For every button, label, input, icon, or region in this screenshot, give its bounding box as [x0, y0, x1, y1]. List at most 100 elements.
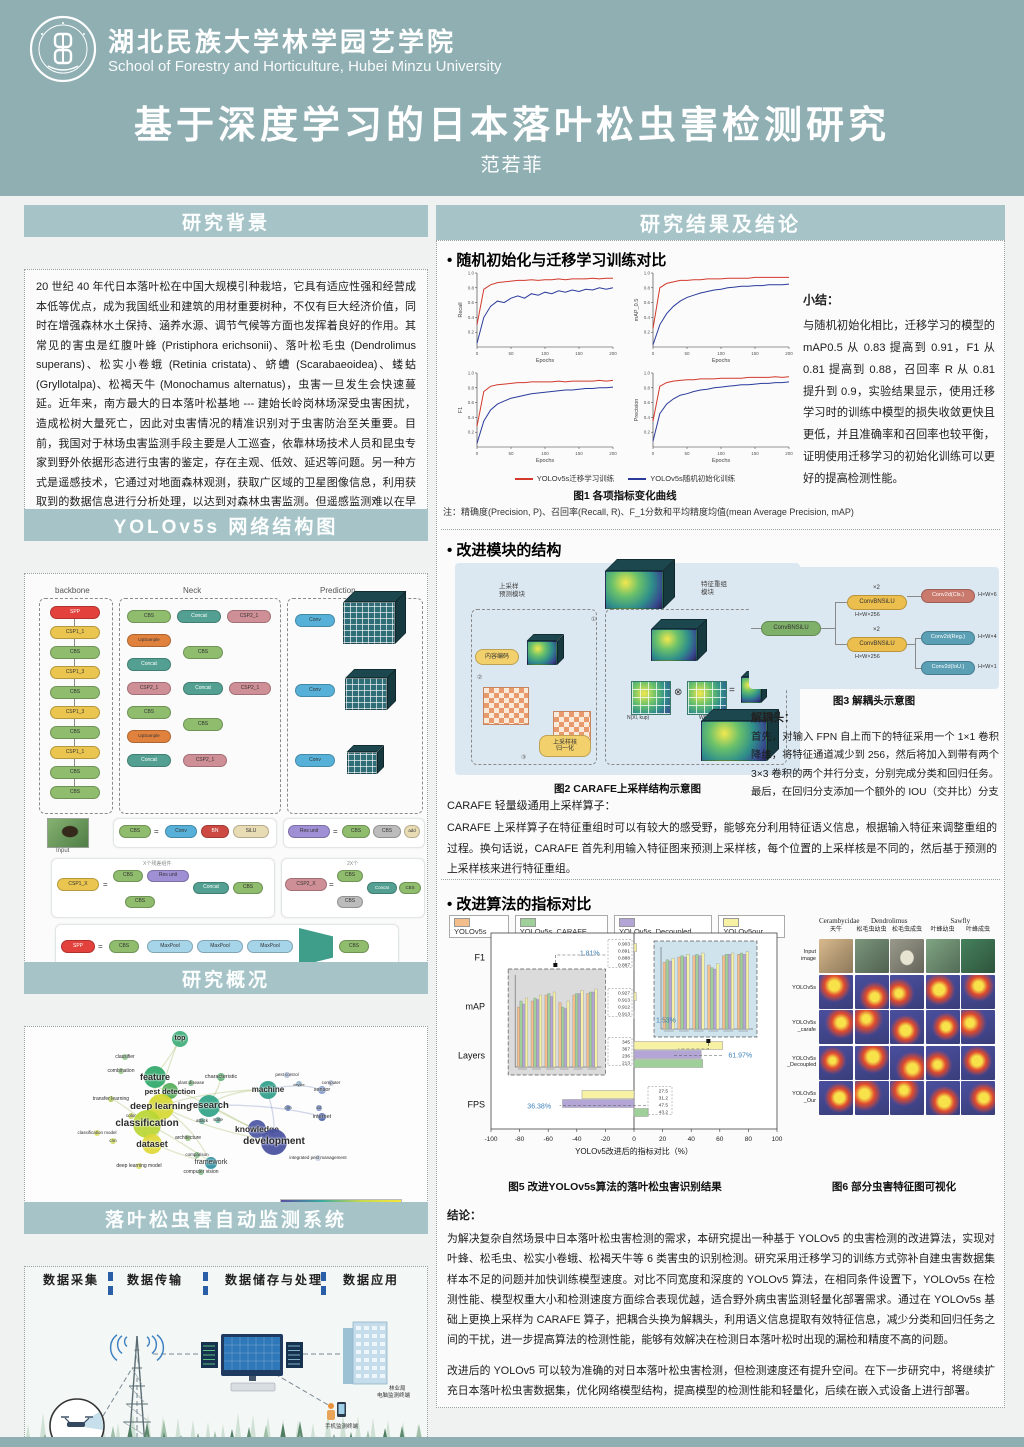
keyword-bubble — [261, 1129, 287, 1155]
keyword-bubble — [144, 1066, 166, 1088]
diagram-box: CBS — [337, 870, 363, 882]
diagram-label: ② — [477, 675, 483, 681]
diagram-box: Conv — [295, 754, 335, 767]
keyword-label: deep learning — [130, 1101, 192, 1113]
diagram-box: SPP — [50, 606, 100, 619]
diagram-box: ConvBNSiLU — [761, 621, 821, 636]
diagram-label: 2X个 — [347, 861, 359, 867]
summary-text: 与随机初始化相比，迁移学习的模型的 mAP0.5 从 0.83 提高到 0.91… — [803, 320, 995, 485]
diagram-box: CBS — [339, 940, 369, 953]
keyword-bubble — [194, 1152, 200, 1158]
svg-text:0.4: 0.4 — [468, 415, 475, 420]
svg-text:345: 345 — [622, 1040, 630, 1046]
keyword-bubble — [110, 1138, 116, 1144]
keyword-label: deep learning model — [116, 1163, 162, 1169]
fig3-panel: ConvBNSiLU ×2 ConvBNSiLU H×W×256 ×2 ConvBNSiL… — [749, 567, 999, 689]
diagram-box: CBS — [113, 870, 143, 882]
keyword-bubble — [284, 1072, 290, 1078]
fig6-cell — [961, 939, 995, 973]
fig6-group-header: Sawfly — [950, 917, 971, 925]
keyword-bubble — [142, 1134, 162, 1154]
svg-text:0: 0 — [652, 351, 655, 356]
svg-text:0.4: 0.4 — [468, 315, 475, 320]
svg-text:367: 367 — [622, 1047, 630, 1053]
svg-text:0.8: 0.8 — [644, 285, 651, 290]
conclusion-p2: 改进后的 YOLOv5 可以较为准确的对日本落叶松虫害检测，但检测速度还有提升空… — [447, 1364, 995, 1398]
svg-text:-80: -80 — [515, 1136, 525, 1143]
fig6-cell — [854, 1081, 889, 1115]
keyword-bubble — [318, 1113, 326, 1121]
diagram-label: Prediction — [320, 586, 356, 595]
tensor-cube — [651, 618, 708, 661]
svg-text:0.8: 0.8 — [468, 385, 475, 390]
decoupled-head-title: 解耦头： — [751, 712, 795, 724]
keyword-label: framework — [194, 1158, 228, 1166]
section-network-title: YOLOv5s 网络结构图 — [24, 509, 428, 541]
yolo-diagram-canvas: backbone Neck Prediction SPP CSP1_1 CBS CSP1_3… — [25, 578, 427, 986]
keyword-bubble — [198, 1169, 204, 1175]
diagram-label: = — [103, 880, 108, 889]
keyword-label: dataset — [136, 1138, 168, 1149]
fig6-cell — [925, 1081, 960, 1115]
feature-grid — [687, 681, 727, 715]
diagram-box: Concat — [193, 882, 229, 894]
keyword-label: development — [243, 1136, 305, 1147]
diagram-box: Conv2d(Cls.) — [921, 589, 975, 603]
keyword-label: classification — [115, 1118, 179, 1129]
fig6-cell — [961, 1010, 995, 1044]
keyword-bubble — [198, 1095, 220, 1117]
svg-text:0.887: 0.887 — [618, 963, 630, 969]
keyword-bubble — [136, 1163, 142, 1169]
decoupled-head-diagram: ConvBNSiLU ×2 ConvBNSiLU H×W×256 ×2 ConvBNSiL… — [749, 567, 999, 689]
fig6-col-header: 松毛虫幼虫 — [856, 927, 887, 933]
legend-swatch — [628, 478, 647, 481]
svg-text:Epochs: Epochs — [536, 458, 555, 463]
diagram-box: Conv2d(Reg.) — [921, 631, 975, 645]
fig6-row-label: Input image — [801, 949, 816, 962]
keyword-label: architecture — [174, 1135, 202, 1141]
fig6-cell — [819, 974, 853, 1009]
diagram-label: ×2 — [873, 585, 880, 591]
tensor-cube — [345, 668, 397, 710]
svg-text:200: 200 — [785, 451, 793, 456]
keyword-label: cnn — [284, 1105, 292, 1111]
keyword-label: attack — [195, 1118, 208, 1124]
diagram-label: = — [329, 880, 334, 889]
diagram-box: Conv2d(IoU.) — [921, 661, 975, 675]
feature-grid — [631, 681, 671, 715]
fig3-caption: 图3 解耦头示意图 — [832, 695, 916, 707]
svg-text:0.2: 0.2 — [468, 330, 475, 335]
svg-text:0.891: 0.891 — [618, 949, 630, 955]
diagram-line — [915, 668, 921, 669]
svg-text:0.8: 0.8 — [644, 385, 651, 390]
keyword-bubble — [259, 1081, 277, 1099]
diagram-box: CBS — [373, 825, 401, 838]
svg-text:Recall: Recall — [458, 302, 464, 317]
svg-text:0: 0 — [652, 451, 655, 456]
svg-text:0.2: 0.2 — [644, 430, 651, 435]
diagram-box: add — [404, 825, 420, 838]
kernel-grid — [483, 687, 529, 725]
svg-text:0.8: 0.8 — [468, 285, 475, 290]
diagram-box: CBS — [50, 786, 100, 799]
diagram-line — [915, 638, 921, 639]
svg-text:-40: -40 — [572, 1136, 582, 1143]
diagram-box: CSP2_X — [285, 878, 327, 891]
fig6-cell — [890, 1081, 924, 1115]
keyword-label: machine — [251, 1085, 285, 1095]
svg-text:0.913: 0.913 — [618, 1012, 630, 1018]
diagram-box: Res unit — [147, 870, 189, 882]
diagram-box: Concat — [177, 610, 221, 623]
diagram-group — [39, 598, 113, 814]
keyword-bubble — [188, 1080, 194, 1086]
svg-text:61.97%: 61.97% — [728, 1053, 752, 1060]
tensor-cube — [701, 709, 779, 761]
training-curves: 0.2 0.4 0.6 0.8 1.0 0 50 100 150 200 Epochs Recall 0… — [451, 269, 799, 469]
university-name: 湖北民族大学林学园艺学院 — [108, 27, 457, 57]
diagram-group — [119, 598, 281, 814]
fig6-group-header: Cerambycidae — [819, 917, 860, 925]
diagram-label: Input — [56, 848, 70, 854]
fig6-cell — [890, 974, 924, 1009]
diagram-box: CSP1_1 — [50, 746, 100, 759]
svg-text:1.53%: 1.53% — [656, 1018, 676, 1025]
